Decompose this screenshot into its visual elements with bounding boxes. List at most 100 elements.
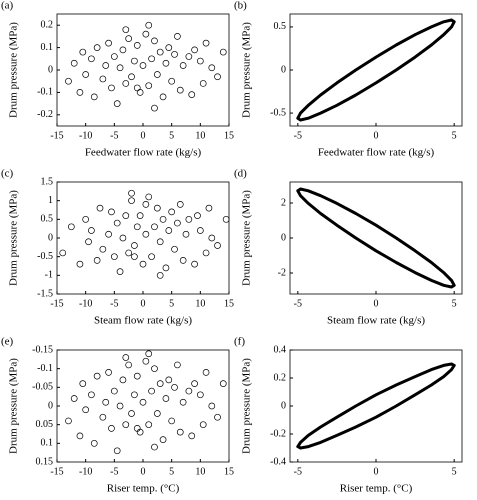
y-tick-label: -0.2 xyxy=(270,428,286,439)
point xyxy=(90,93,98,101)
x-tick-label: 10 xyxy=(195,130,205,141)
point xyxy=(116,402,124,410)
x-tick-label: 0 xyxy=(141,298,146,309)
point xyxy=(82,215,90,223)
point xyxy=(151,223,158,231)
point xyxy=(96,204,104,212)
point xyxy=(128,73,135,81)
x-tick-label: 5 xyxy=(452,298,457,309)
point xyxy=(122,212,130,219)
panel-label: (f) xyxy=(234,336,245,348)
point xyxy=(165,44,173,51)
point xyxy=(196,227,204,234)
point xyxy=(185,387,193,395)
x-tick-label: 5 xyxy=(169,130,174,141)
point xyxy=(76,432,84,440)
point xyxy=(196,391,204,399)
x-tick-label: 5 xyxy=(169,466,174,477)
plot-frame xyxy=(56,349,230,463)
point xyxy=(67,223,75,231)
point xyxy=(136,89,144,96)
point xyxy=(214,242,221,249)
point xyxy=(122,26,130,34)
point xyxy=(116,64,124,72)
point xyxy=(179,62,187,69)
point xyxy=(79,380,87,387)
point xyxy=(122,80,130,87)
point xyxy=(159,436,167,443)
point xyxy=(108,425,115,432)
point xyxy=(171,50,178,58)
point xyxy=(85,238,92,246)
y-axis-label: Drum pressure (MPa) xyxy=(241,358,253,454)
y-tick-label: 0.5 xyxy=(41,214,54,225)
y-tick-label: -0.1 xyxy=(37,363,53,374)
point xyxy=(59,249,67,257)
x-tick-label: -5 xyxy=(110,130,118,141)
point xyxy=(145,21,153,29)
point xyxy=(76,89,84,96)
y-axis-label: Drum pressure (MPa) xyxy=(241,190,253,286)
point xyxy=(219,380,227,387)
point xyxy=(153,410,161,417)
point xyxy=(122,421,130,429)
point xyxy=(188,91,196,98)
point xyxy=(110,387,118,395)
x-tick-label: 0 xyxy=(374,466,379,477)
x-tick-label: -15 xyxy=(50,466,63,477)
point xyxy=(194,212,201,219)
x-tick-label: 10 xyxy=(195,298,205,309)
point xyxy=(102,62,110,69)
x-tick-label: 10 xyxy=(195,466,205,477)
point xyxy=(136,212,144,219)
point xyxy=(128,197,135,205)
y-tick-label: 0 xyxy=(48,232,53,243)
point xyxy=(165,376,173,384)
point xyxy=(108,208,115,216)
y-tick-label: 0.2 xyxy=(274,372,287,383)
point xyxy=(202,39,210,47)
point xyxy=(162,264,170,272)
point xyxy=(82,406,90,414)
y-tick-label: 0 xyxy=(48,400,53,411)
point xyxy=(191,46,198,54)
point xyxy=(113,100,121,107)
point xyxy=(99,413,107,421)
x-tick-label: -10 xyxy=(79,130,92,141)
x-tick-label: 5 xyxy=(452,130,457,141)
x-tick-label: -5 xyxy=(294,298,302,309)
point xyxy=(151,37,158,45)
x-tick-label: 15 xyxy=(224,466,234,477)
y-axis-label: Drum pressure (MPa) xyxy=(241,22,253,118)
point xyxy=(179,398,187,406)
point xyxy=(133,223,141,231)
point xyxy=(153,71,161,78)
point xyxy=(159,93,167,101)
x-tick-label: -10 xyxy=(79,298,92,309)
y-tick-label: -0.5 xyxy=(37,251,53,262)
y-tick-label: 2 xyxy=(281,197,286,208)
point xyxy=(168,208,176,216)
point xyxy=(128,410,135,417)
point xyxy=(159,215,167,223)
point xyxy=(208,234,216,242)
point xyxy=(142,357,150,365)
ellipse-line xyxy=(296,187,456,289)
point xyxy=(205,204,213,212)
plot-frame xyxy=(56,13,230,127)
ellipse-line xyxy=(296,18,456,122)
plot-frame xyxy=(289,13,463,127)
point xyxy=(76,260,84,268)
point xyxy=(139,398,147,406)
point xyxy=(93,44,101,51)
y-tick-label: -0.5 xyxy=(270,107,286,118)
y-tick-label: 0.05 xyxy=(36,419,54,430)
point xyxy=(185,215,193,223)
point xyxy=(176,201,184,208)
ellipse-line xyxy=(296,362,456,450)
y-tick-label: 0 xyxy=(48,64,53,75)
x-axis-label: Feedwater flow rate (kg/s) xyxy=(85,147,202,159)
y-tick-label: -1 xyxy=(45,270,53,281)
point xyxy=(151,365,158,373)
